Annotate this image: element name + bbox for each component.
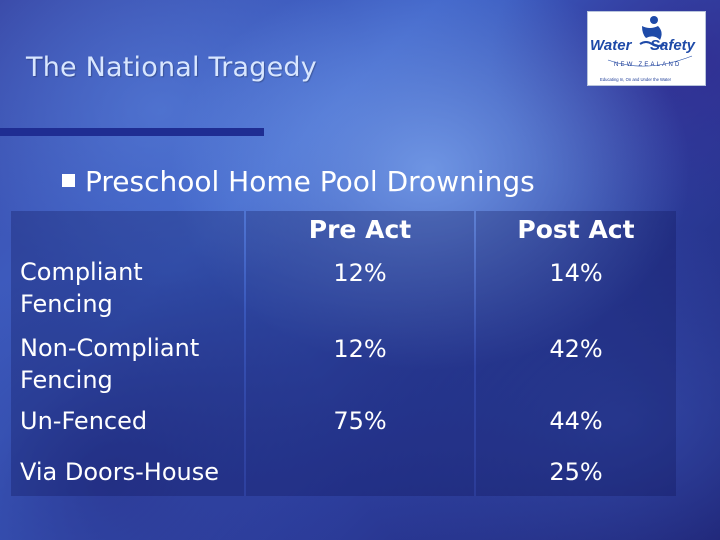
cell-post-act: 14%	[549, 259, 603, 287]
cell-post-act: 42%	[549, 335, 603, 363]
cell-pre-act: 12%	[333, 335, 387, 363]
square-bullet-icon	[62, 174, 75, 187]
bullet-item: Preschool Home Pool Drownings	[62, 165, 535, 198]
pre-act-column	[246, 211, 474, 496]
row-label-line: Fencing	[20, 366, 113, 394]
drowning-stats-table: Pre Act Post Act Compliant Fencing 12% 1…	[11, 211, 676, 496]
row-label-line: Via Doors-House	[20, 458, 219, 486]
header-post-act: Post Act	[517, 215, 635, 244]
row-label-line: Un-Fenced	[20, 407, 148, 435]
logo-word-left: Water	[590, 37, 633, 54]
header-pre-act: Pre Act	[308, 215, 412, 244]
cell-post-act: 25%	[549, 458, 603, 486]
row-label-line: Compliant	[20, 258, 143, 286]
logo-tagline: Educating In, On and Under the Water	[600, 77, 672, 82]
post-act-column	[476, 211, 676, 496]
row-label-line: Non-Compliant	[20, 334, 200, 362]
water-safety-logo: Water Safety NEW ZEALAND Educating In, O…	[587, 11, 706, 86]
title-underline-bar	[0, 128, 264, 136]
swimmer-body-icon	[642, 26, 662, 40]
swimmer-head-icon	[650, 16, 658, 24]
logo-country: NEW ZEALAND	[614, 62, 682, 68]
label-column	[11, 211, 244, 496]
slide-title: The National Tragedy	[26, 52, 317, 83]
row-label-line: Fencing	[20, 290, 113, 318]
wave-icon	[639, 41, 665, 47]
cell-pre-act: 12%	[333, 259, 387, 287]
logo-word-right: Safety	[650, 37, 696, 54]
bullet-text: Preschool Home Pool Drownings	[85, 165, 535, 198]
logo-arc-icon	[607, 55, 693, 67]
cell-pre-act: 75%	[333, 407, 387, 435]
water-safety-logo-graphic: Water Safety NEW ZEALAND Educating In, O…	[590, 16, 696, 82]
cell-post-act: 44%	[549, 407, 603, 435]
